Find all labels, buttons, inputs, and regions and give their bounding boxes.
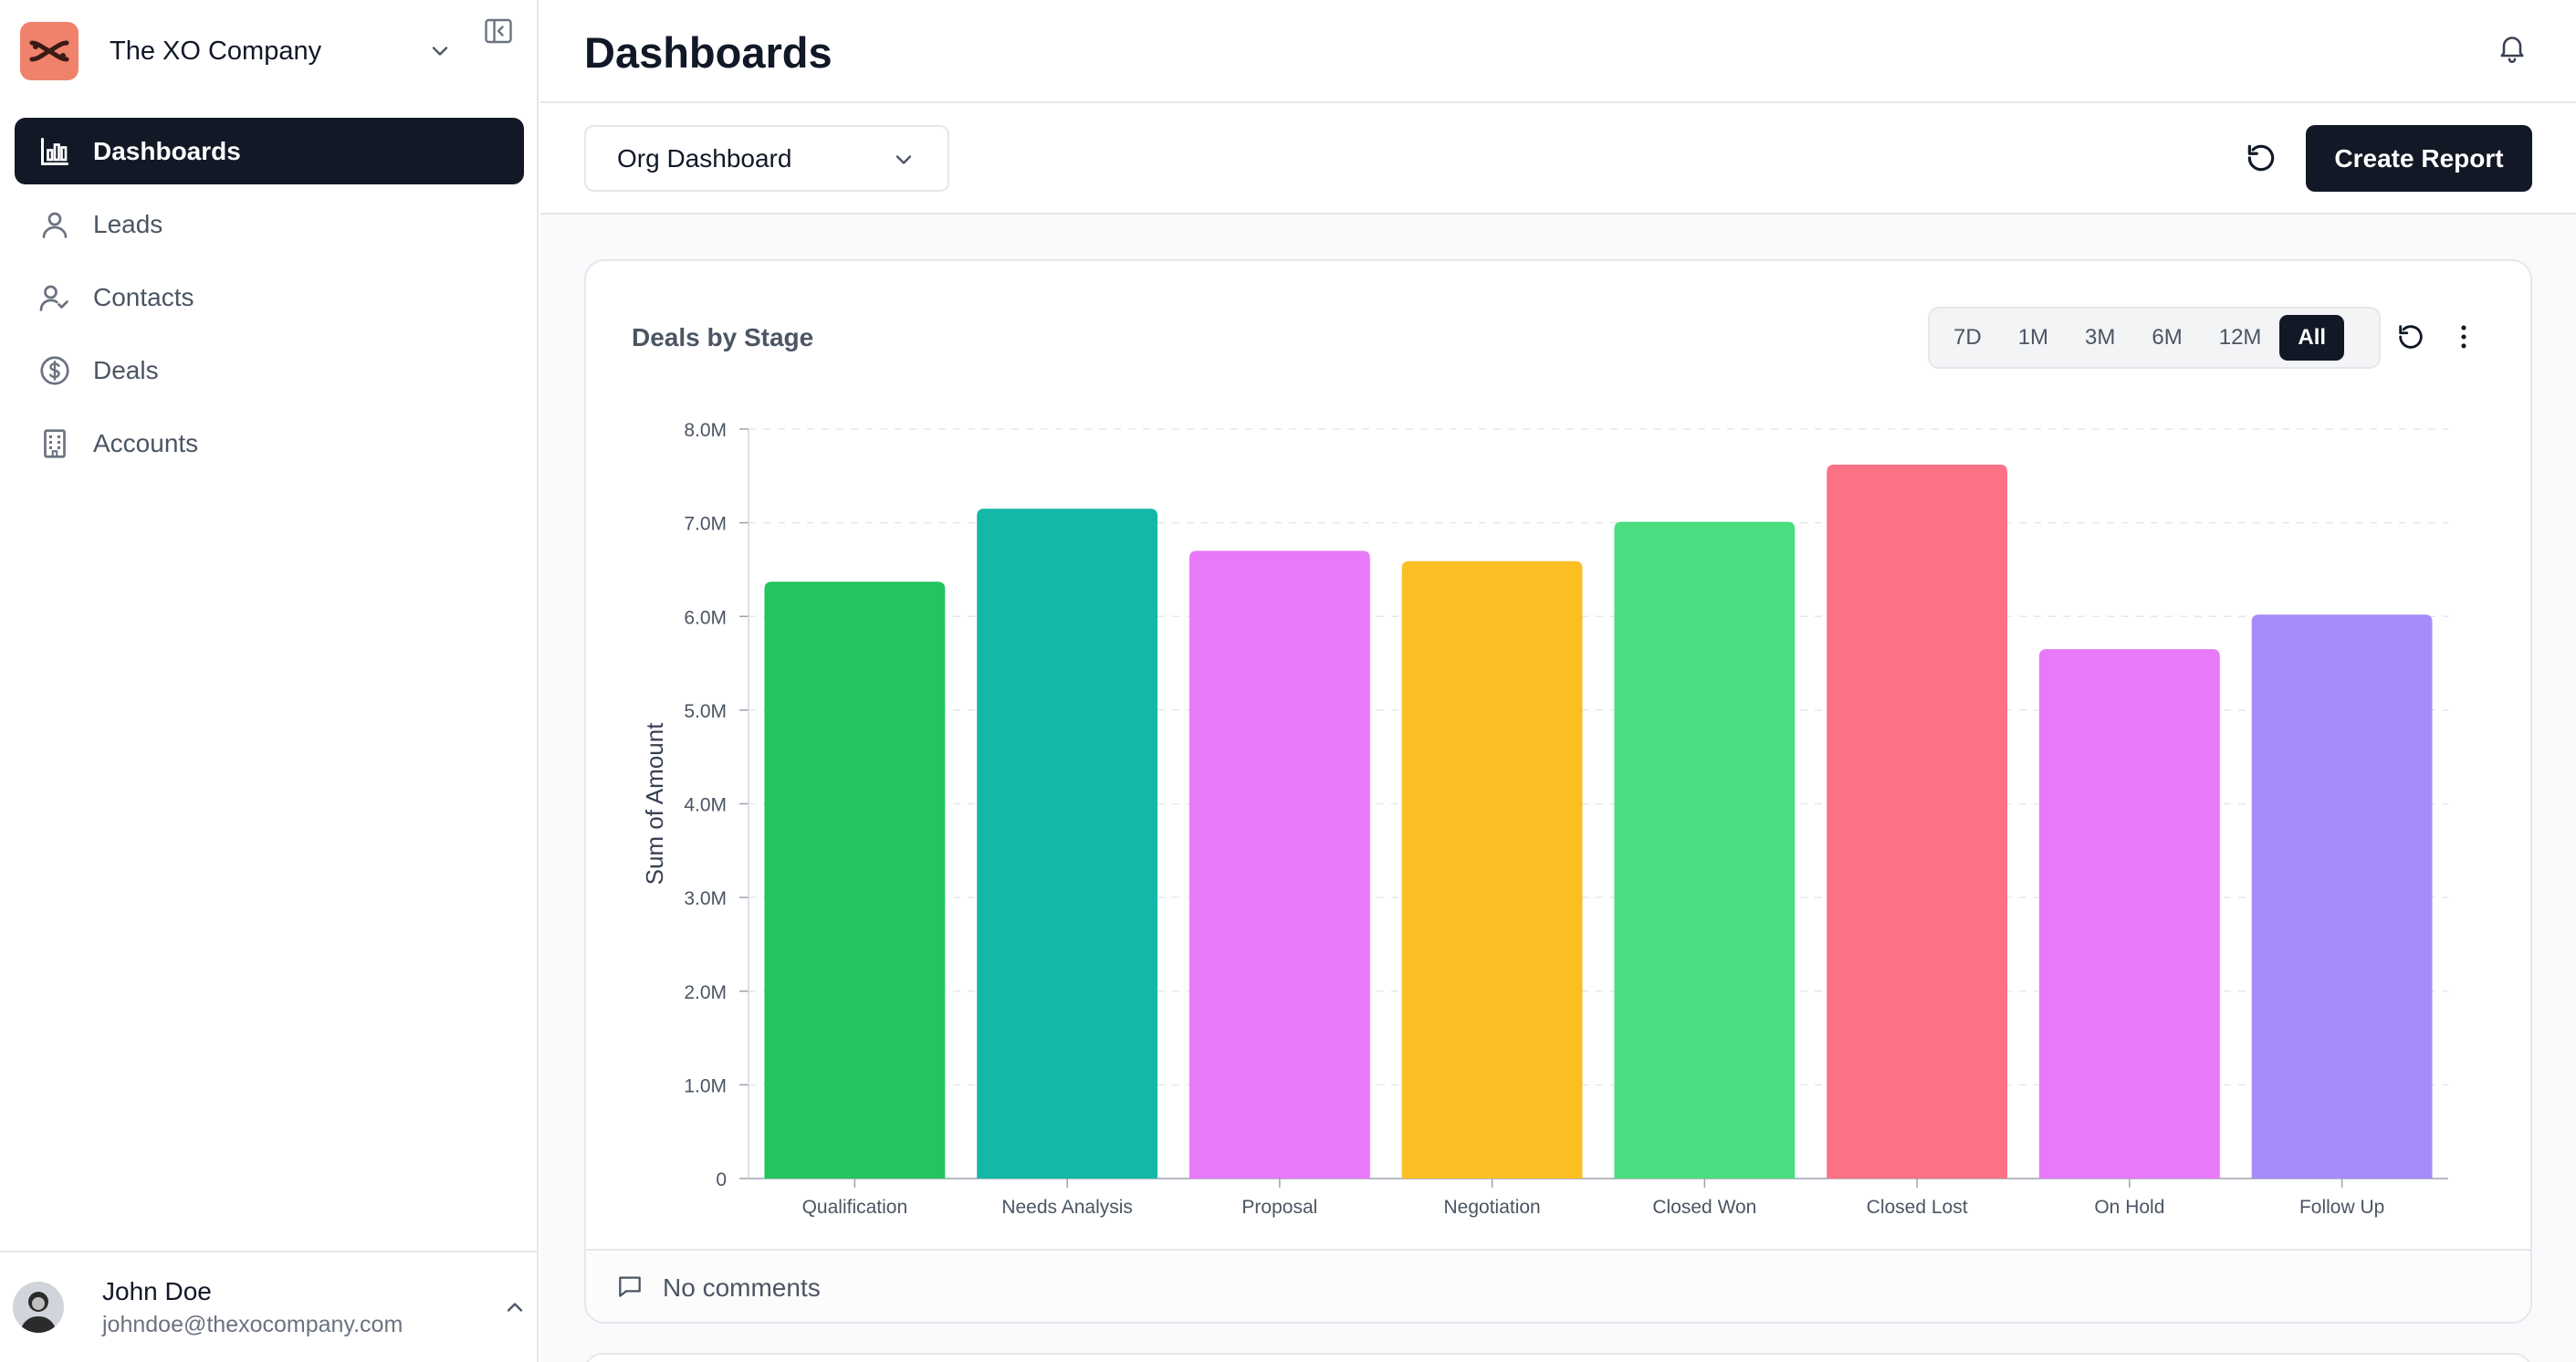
x-tick-label: Follow Up xyxy=(2299,1197,2384,1218)
user-icon xyxy=(37,206,73,243)
dollar-circle-icon xyxy=(37,352,73,389)
user-email: johndoe@thexocompany.com xyxy=(102,1311,403,1337)
y-axis-label: Sum of Amount xyxy=(641,722,668,885)
bar xyxy=(1827,464,2008,1179)
deals-by-stage-chart: 0 1.0M 2.0M 3.0M 4.0M 5.0M 6.0M 7.0M 8.0M Qualifi… xyxy=(641,420,2448,1218)
range-all-button[interactable]: All xyxy=(2279,315,2345,361)
x-tick-label: Closed Lost xyxy=(1867,1197,1968,1218)
x-tick-label: Closed Won xyxy=(1652,1197,1756,1218)
dashboard-select-value: Org Dashboard xyxy=(617,143,792,173)
sidebar-item-label: Accounts xyxy=(93,428,199,457)
y-tick-label: 3.0M xyxy=(684,888,727,909)
chevron-down-icon xyxy=(891,147,916,179)
x-tick-label: On Hold xyxy=(2094,1197,2164,1218)
bar xyxy=(977,508,1158,1179)
user-name: John Doe xyxy=(102,1276,212,1305)
comments-bar[interactable]: No comments xyxy=(586,1249,2530,1322)
refresh-icon[interactable] xyxy=(2244,141,2278,180)
sidebar-item-accounts[interactable]: Accounts xyxy=(15,410,524,477)
page-title: Dashboards xyxy=(584,28,832,77)
range-6m-button[interactable]: 6M xyxy=(2152,325,2183,350)
x-tick-label: Qualification xyxy=(802,1197,908,1218)
y-tick-label: 7.0M xyxy=(684,514,727,535)
y-tick-label: 4.0M xyxy=(684,795,727,816)
sidebar-item-deals[interactable]: Deals xyxy=(15,337,524,403)
y-tick-label: 8.0M xyxy=(684,420,727,441)
avatar xyxy=(13,1282,64,1333)
org-name: The XO Company xyxy=(110,36,322,66)
topbar: Dashboards xyxy=(540,0,2576,103)
sidebar: The XO Company Dashboards Leads Contacts xyxy=(0,0,539,1362)
sidebar-item-label: Deals xyxy=(93,355,159,384)
y-tick-label: 0 xyxy=(716,1169,727,1190)
bar xyxy=(1614,521,1796,1179)
comment-icon xyxy=(615,1272,644,1305)
range-12m-button[interactable]: 12M xyxy=(2218,325,2262,350)
card-title: Deals by Stage xyxy=(632,323,814,351)
y-tick-label: 6.0M xyxy=(684,607,727,628)
time-range-group: 7D 1M 3M 6M 12M All xyxy=(1928,307,2381,369)
bar xyxy=(764,581,946,1179)
user-menu[interactable]: John Doe johndoe@thexocompany.com xyxy=(0,1251,539,1362)
bar xyxy=(1401,561,1583,1179)
more-vertical-icon[interactable] xyxy=(2448,321,2479,357)
sidebar-item-contacts[interactable]: Contacts xyxy=(15,264,524,330)
sidebar-collapse-icon[interactable] xyxy=(482,15,515,52)
y-tick-label: 1.0M xyxy=(684,1075,727,1096)
sidebar-item-label: Dashboards xyxy=(93,136,241,165)
comments-label: No comments xyxy=(663,1273,821,1302)
dashboard-toolbar: Org Dashboard Create Report xyxy=(540,103,2576,215)
bar xyxy=(2038,649,2220,1179)
bar-chart-icon xyxy=(37,133,73,170)
create-report-button[interactable]: Create Report xyxy=(2306,125,2532,192)
y-tick-label: 2.0M xyxy=(684,982,727,1003)
xo-logo-icon xyxy=(20,22,79,80)
range-1m-button[interactable]: 1M xyxy=(2017,325,2049,350)
bell-icon[interactable] xyxy=(2496,31,2529,68)
sidebar-item-label: Contacts xyxy=(93,282,194,311)
building-icon xyxy=(37,425,73,462)
dashboard-select[interactable]: Org Dashboard xyxy=(584,125,949,192)
x-tick-label: Proposal xyxy=(1241,1197,1317,1218)
sidebar-item-label: Leads xyxy=(93,209,163,238)
chevron-down-icon[interactable] xyxy=(427,38,453,68)
sidebar-item-dashboards[interactable]: Dashboards xyxy=(15,118,524,184)
x-tick-label: Negotiation xyxy=(1444,1197,1541,1218)
sidebar-nav: Dashboards Leads Contacts Deals Accounts xyxy=(15,118,524,483)
y-tick-label: 5.0M xyxy=(684,701,727,722)
bar xyxy=(1189,550,1370,1179)
user-check-icon xyxy=(37,279,73,316)
bar xyxy=(2251,614,2433,1179)
org-switcher[interactable]: The XO Company xyxy=(20,20,531,82)
sidebar-item-leads[interactable]: Leads xyxy=(15,191,524,257)
chart-card: Deals by Stage 7D 1M 3M 6M 12M All 0 1.0M… xyxy=(584,259,2532,1324)
next-chart-card xyxy=(584,1353,2532,1362)
range-3m-button[interactable]: 3M xyxy=(2085,325,2116,350)
refresh-icon[interactable] xyxy=(2395,321,2426,357)
x-tick-label: Needs Analysis xyxy=(1001,1197,1133,1218)
chevron-up-icon[interactable] xyxy=(502,1294,528,1325)
range-7d-button[interactable]: 7D xyxy=(1953,325,1982,350)
main-area: Dashboards Org Dashboard Create Report D… xyxy=(540,0,2576,1362)
